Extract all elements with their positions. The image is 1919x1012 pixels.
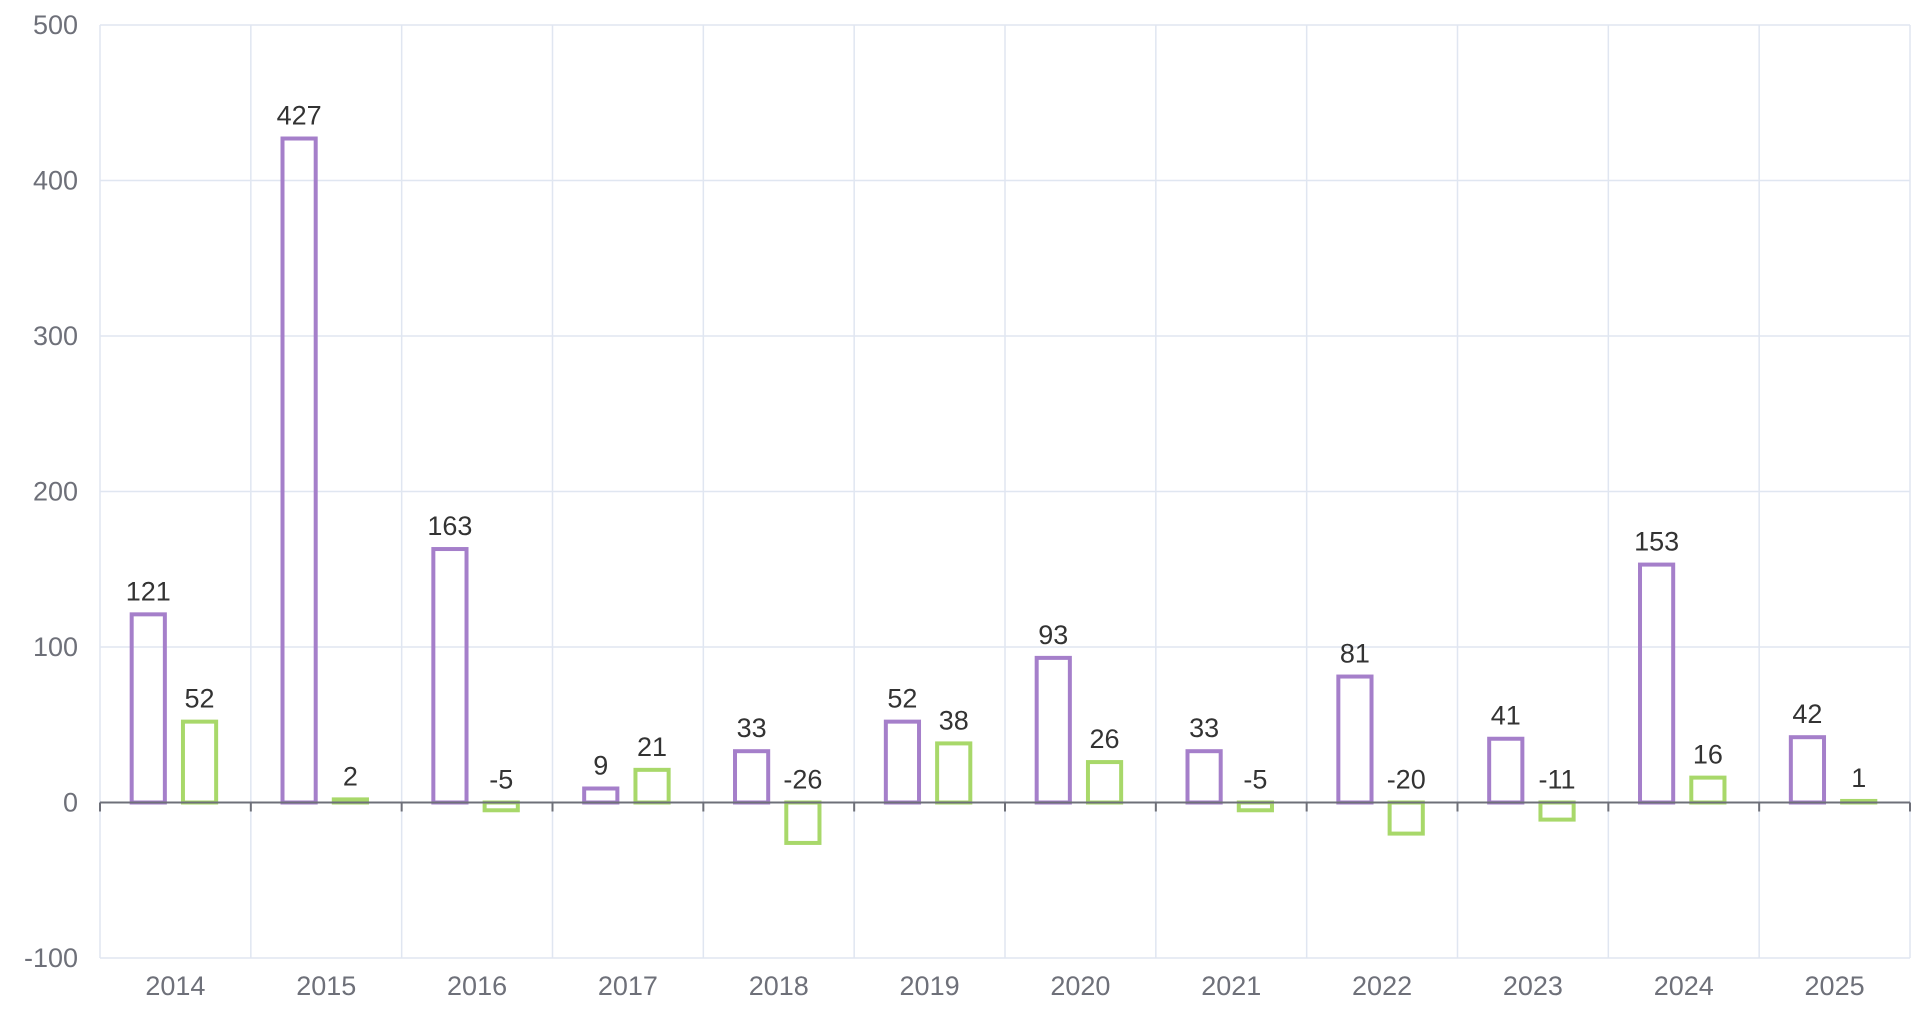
bar xyxy=(582,786,620,805)
bar xyxy=(1336,674,1374,805)
x-axis-ticks: 2014 2015 2016 2017 2018 2019 2020 2021 2022 2023… xyxy=(145,971,1864,1001)
data-label: 52 xyxy=(887,684,917,714)
y-tick-label: 400 xyxy=(33,166,78,196)
data-label: 427 xyxy=(277,101,322,131)
bar xyxy=(1638,562,1676,805)
bar xyxy=(1085,760,1124,805)
data-label: 41 xyxy=(1491,701,1521,731)
bar xyxy=(431,547,469,805)
x-tick-label: 2024 xyxy=(1654,971,1714,1001)
x-tick-label: 2016 xyxy=(447,971,507,1001)
y-tick-label: 500 xyxy=(33,10,78,40)
x-tick-label: 2021 xyxy=(1201,971,1261,1001)
y-tick-label: 0 xyxy=(63,788,78,818)
y-tick-label: -100 xyxy=(24,943,78,973)
data-label: 2 xyxy=(343,761,358,791)
bar xyxy=(935,741,973,805)
y-axis-ticks: -100 0 100 200 300 400 500 xyxy=(24,10,78,973)
bar xyxy=(180,719,219,805)
data-label: 21 xyxy=(637,732,667,762)
bar xyxy=(1689,775,1727,805)
x-tick-label: 2015 xyxy=(296,971,356,1001)
data-label: -5 xyxy=(489,765,513,795)
data-label: 42 xyxy=(1792,699,1822,729)
bar xyxy=(733,749,771,805)
data-label: 16 xyxy=(1693,740,1723,770)
data-label: 121 xyxy=(126,576,171,606)
bar xyxy=(280,136,318,805)
data-label: 38 xyxy=(939,705,969,735)
data-label: 26 xyxy=(1090,724,1120,754)
x-axis xyxy=(99,801,1911,812)
data-label: 163 xyxy=(427,511,472,541)
bar xyxy=(1185,749,1223,805)
data-label: 1 xyxy=(1851,763,1866,793)
y-tick-label: 300 xyxy=(33,321,78,351)
bar xyxy=(1487,736,1525,805)
data-label: -26 xyxy=(783,765,822,795)
x-tick-label: 2025 xyxy=(1805,971,1865,1001)
data-label: 33 xyxy=(1189,713,1219,743)
bar xyxy=(883,719,922,805)
x-tick-label: 2020 xyxy=(1050,971,1110,1001)
x-tick-label: 2019 xyxy=(900,971,960,1001)
bars xyxy=(129,136,1878,845)
bar xyxy=(1788,735,1827,805)
data-label: 81 xyxy=(1340,639,1370,669)
data-label: -20 xyxy=(1387,765,1426,795)
data-label: 93 xyxy=(1038,620,1068,650)
bar xyxy=(1387,800,1425,836)
y-tick-label: 200 xyxy=(33,477,78,507)
data-label: 153 xyxy=(1634,527,1679,557)
bar xyxy=(1538,800,1576,822)
x-tick-label: 2023 xyxy=(1503,971,1563,1001)
data-label: -11 xyxy=(1539,765,1576,795)
bar xyxy=(482,800,520,813)
y-tick-label: 100 xyxy=(33,632,78,662)
x-tick-label: 2017 xyxy=(598,971,658,1001)
data-label: 52 xyxy=(185,684,215,714)
data-label: -5 xyxy=(1243,765,1267,795)
bar xyxy=(784,800,822,845)
x-tick-label: 2018 xyxy=(749,971,809,1001)
bar xyxy=(129,612,167,805)
bar xyxy=(633,767,671,805)
x-tick-label: 2014 xyxy=(145,971,205,1001)
grid-lines xyxy=(99,24,1911,959)
data-label: 9 xyxy=(593,751,608,781)
data-labels: 121 427 163 9 33 52 93 33 81 41 153 42 52 2 -5 21 -26 38 2… xyxy=(126,101,1866,795)
bar xyxy=(1034,655,1072,805)
data-label: 33 xyxy=(737,713,767,743)
bar xyxy=(1236,800,1274,813)
x-tick-label: 2022 xyxy=(1352,971,1412,1001)
